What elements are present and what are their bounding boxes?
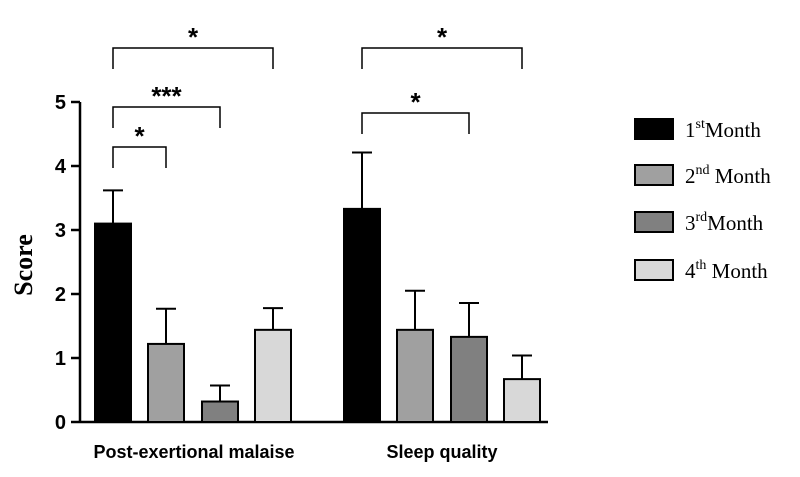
legend-label: 2nd Month: [685, 163, 771, 188]
legend-superscript: th: [696, 258, 707, 273]
bar: [503, 378, 541, 423]
legend-swatch: [634, 164, 674, 186]
x-category-label: Post-exertional malaise: [93, 442, 294, 462]
y-tick-label: 0: [55, 412, 66, 434]
significance-bracket: [112, 106, 221, 128]
legend-superscript: rd: [696, 210, 708, 225]
significance-label: *: [437, 22, 448, 52]
bar: [147, 342, 185, 424]
legend-swatch: [634, 211, 674, 233]
error-bars: [103, 151, 532, 402]
bars: [94, 207, 541, 424]
y-tick-label: 4: [55, 156, 67, 178]
legend-label: 1stMonth: [685, 117, 761, 142]
bar: [450, 335, 488, 424]
significance-label: *: [134, 121, 145, 151]
legend-label: 4th Month: [685, 258, 768, 283]
legend-superscript: nd: [696, 163, 710, 178]
legend-number: 4: [685, 259, 696, 283]
significance-label: *: [410, 87, 421, 117]
significance-bracket: [361, 47, 523, 69]
y-axis-label: Score: [9, 234, 38, 296]
bar: [396, 328, 434, 423]
legend-label: 3rdMonth: [685, 210, 764, 235]
bar: [94, 222, 132, 423]
significance-bracket: [112, 146, 167, 168]
legend-superscript: st: [696, 117, 705, 132]
significance-bracket: [361, 112, 470, 134]
legend-word: Month: [710, 164, 772, 188]
y-tick-label: 3: [55, 220, 66, 242]
significance-brackets: *******: [112, 22, 523, 168]
x-category-label: Sleep quality: [386, 442, 497, 462]
legend-swatch: [634, 259, 674, 281]
significance-label: ***: [151, 81, 182, 111]
legend-word: Month: [706, 259, 768, 283]
legend-word: Month: [707, 211, 764, 235]
significance-bracket: [112, 47, 274, 69]
y-tick-label: 2: [55, 284, 66, 306]
bar: [201, 400, 239, 423]
legend-number: 3: [685, 211, 696, 235]
bar: [343, 207, 381, 423]
legend-swatch: [634, 118, 674, 140]
bar: [254, 328, 292, 423]
legend-word: Month: [705, 118, 762, 142]
legend-number: 2: [685, 164, 696, 188]
axes: 0 1 2 3 4 5 Score Post-exertional malaise Sleep …: [9, 92, 548, 462]
y-tick-label: 1: [55, 348, 66, 370]
y-tick-label: 5: [55, 92, 66, 114]
significance-label: *: [188, 22, 199, 52]
legend-number: 1: [685, 118, 696, 142]
